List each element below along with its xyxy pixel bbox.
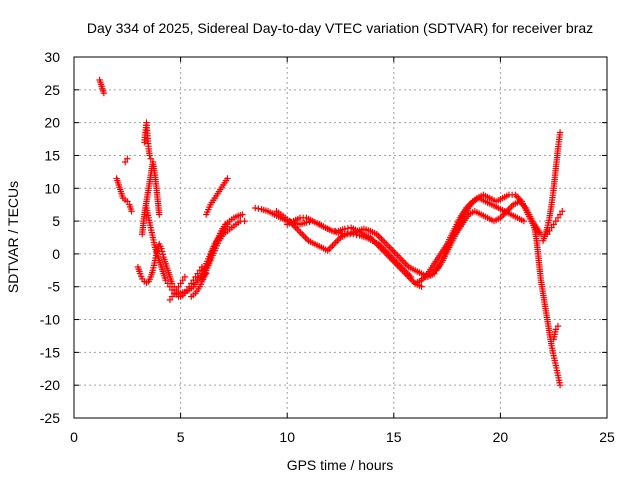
series-track-19	[539, 129, 564, 244]
series-track-6	[141, 119, 154, 162]
y-tick-label: -20	[40, 377, 60, 393]
data-point	[146, 152, 153, 159]
data-point	[183, 286, 191, 294]
data-point	[550, 221, 557, 228]
data-point	[418, 283, 425, 290]
y-tick-label: -15	[40, 344, 60, 360]
x-tick-label: 15	[386, 429, 402, 445]
data-point	[175, 283, 182, 290]
x-tick-label: 20	[493, 429, 509, 445]
series-track-8	[166, 273, 189, 304]
data-point	[124, 155, 131, 162]
data-point	[544, 231, 551, 238]
data-point	[164, 280, 172, 287]
data-point	[556, 211, 564, 218]
data-series	[96, 76, 566, 389]
y-tick-label: 5	[52, 213, 60, 229]
data-point	[166, 296, 174, 304]
data-point	[554, 322, 562, 330]
data-point	[559, 208, 566, 215]
series-track-10	[198, 217, 248, 284]
series-track-2	[113, 175, 135, 215]
y-tick-label: 25	[44, 82, 60, 98]
data-point	[158, 248, 166, 255]
data-point	[124, 198, 131, 205]
data-point	[162, 276, 169, 284]
data-point	[241, 217, 248, 225]
x-axis-label: GPS time / hours	[287, 457, 394, 473]
data-point	[194, 270, 201, 277]
series-track-3	[121, 155, 131, 166]
data-point	[239, 211, 246, 218]
data-point	[353, 231, 360, 239]
data-point	[158, 245, 165, 252]
data-point	[224, 175, 231, 182]
data-point	[546, 227, 553, 235]
data-point	[554, 214, 562, 222]
data-point	[100, 89, 108, 97]
series-track-20	[541, 208, 566, 238]
y-axis-label: SDTVAR / TECUs	[5, 181, 21, 293]
plot-frame	[73, 56, 608, 419]
y-tick-label: 20	[44, 115, 60, 131]
data-point	[252, 204, 259, 212]
grid-lines	[74, 57, 607, 418]
data-point	[192, 273, 199, 281]
series-track-21	[550, 322, 562, 343]
data-point	[181, 290, 189, 297]
series-track-5	[139, 158, 163, 238]
y-tick-label: 0	[52, 246, 60, 262]
data-point	[147, 155, 154, 162]
y-tick-label: 15	[44, 147, 60, 163]
series-track-1	[96, 76, 108, 97]
data-point	[556, 129, 564, 136]
data-point	[181, 273, 189, 281]
x-tick-label: 10	[279, 429, 295, 445]
series-track-11	[202, 175, 231, 218]
data-point	[128, 208, 135, 215]
x-tick-label: 25	[599, 429, 615, 445]
data-point	[173, 286, 180, 294]
data-point	[188, 280, 195, 287]
data-point	[171, 290, 178, 297]
data-point	[168, 293, 176, 300]
y-tick-label: -5	[48, 279, 61, 295]
data-point	[159, 251, 167, 258]
data-point	[556, 381, 564, 389]
data-point	[177, 280, 184, 287]
data-point	[179, 276, 186, 284]
x-tick-label: 5	[177, 429, 185, 445]
data-point	[548, 224, 555, 231]
series-track-17	[433, 198, 542, 274]
y-tick-label: 30	[44, 49, 60, 65]
data-point	[350, 231, 357, 238]
x-tick-label: 0	[70, 429, 78, 445]
data-point	[198, 263, 206, 271]
chart-title: Day 334 of 2025, Sidereal Day-to-day VTE…	[87, 20, 593, 36]
y-tick-label: 10	[44, 180, 60, 196]
data-point	[552, 217, 560, 225]
data-point	[520, 217, 528, 225]
series-track-7	[143, 204, 210, 300]
data-point	[255, 205, 262, 212]
y-tick-label: -10	[40, 312, 60, 328]
data-point	[341, 225, 348, 233]
data-point	[121, 158, 129, 166]
data-point	[190, 276, 197, 284]
series-track-18	[531, 224, 564, 389]
data-point	[166, 283, 174, 290]
data-point	[185, 283, 193, 290]
y-tick-label: -25	[40, 410, 60, 426]
data-point	[156, 211, 163, 218]
data-point	[535, 227, 542, 235]
data-point	[552, 326, 560, 333]
axis-ticks: 0 5 10 15 20 25 -25 -20 -15 -10 -5 0 5 10 15 20 25 30	[40, 49, 615, 445]
